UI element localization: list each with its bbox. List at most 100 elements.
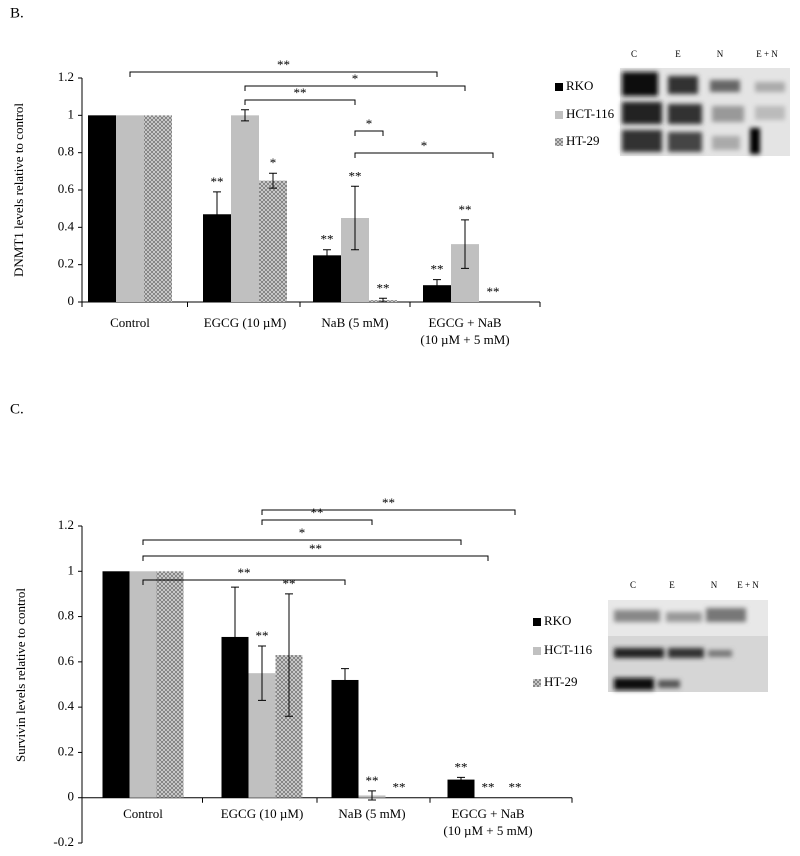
y-tick-label: 1	[68, 562, 75, 577]
significance-bracket	[244, 85, 466, 91]
bar	[447, 779, 475, 798]
lane-label: N	[717, 49, 724, 59]
significance-label: **	[487, 284, 500, 299]
bar	[144, 115, 172, 302]
significance-label: **	[256, 628, 269, 643]
x-tick-label: EGCG (10 µM)	[204, 315, 287, 330]
significance-label: **	[309, 541, 322, 556]
significance-label: **	[382, 495, 395, 510]
lane-label: E + N	[737, 580, 759, 590]
lane-label: E	[675, 49, 681, 59]
legend-label: HT-29	[544, 674, 577, 689]
x-tick-label-line: EGCG (10 µM)	[221, 806, 304, 821]
x-tick-label: Control	[110, 315, 150, 330]
x-tick-label: EGCG + NaB (10 µM + 5 mM)	[420, 315, 509, 347]
error-bar	[323, 249, 331, 262]
legend-swatch	[533, 679, 541, 687]
lane-label: E + N	[756, 49, 778, 59]
blot-image	[620, 68, 790, 156]
lane-label: E	[669, 580, 675, 590]
significance-label: **	[311, 505, 324, 520]
y-tick-label: 0.4	[58, 698, 75, 713]
x-tick-label-line: EGCG + NaB	[428, 315, 501, 330]
y-tick-label: 0.4	[58, 218, 75, 233]
error-bar	[213, 191, 221, 238]
legend-label: RKO	[566, 78, 593, 93]
significance-label: **	[211, 174, 224, 189]
significance-label: **	[455, 759, 468, 774]
y-tick-label: 1.2	[58, 69, 74, 84]
x-tick-label-line: (10 µM + 5 mM)	[420, 332, 509, 347]
bar	[116, 115, 144, 302]
significance-label: **	[238, 565, 251, 580]
y-tick-label: 0.2	[58, 256, 74, 271]
panel-label: C.	[10, 401, 24, 417]
significance-label: **	[509, 780, 522, 795]
significance-bracket	[354, 130, 384, 136]
lane-label: C	[631, 49, 637, 59]
y-tick-label: 0.8	[58, 144, 74, 159]
x-tick-label: EGCG + NaB (10 µM + 5 mM)	[443, 806, 532, 838]
significance-bracket	[261, 519, 373, 525]
significance-label: **	[482, 780, 495, 795]
x-tick-label-line: Control	[123, 806, 163, 821]
legend-swatch	[533, 618, 541, 626]
significance-bracket	[129, 71, 438, 77]
significance-label: *	[299, 525, 306, 540]
significance-label: **	[393, 780, 406, 795]
significance-label: *	[421, 138, 428, 153]
error-bar	[285, 593, 293, 717]
x-tick-label-line: (10 µM + 5 mM)	[443, 823, 532, 838]
error-bar	[457, 776, 465, 783]
significance-label: **	[294, 85, 307, 100]
error-bar	[241, 109, 249, 122]
bar	[129, 571, 157, 798]
legend-swatch	[555, 83, 563, 91]
significance-bracket	[354, 152, 494, 158]
y-tick-label: 0.6	[58, 181, 75, 196]
x-tick-label-line: EGCG + NaB	[451, 806, 524, 821]
significance-label: *	[270, 155, 277, 170]
legend-swatch	[555, 138, 563, 146]
significance-bracket	[261, 509, 516, 515]
y-tick-label: 0.6	[58, 653, 75, 668]
error-bar	[258, 645, 266, 701]
y-tick-label: 0	[68, 293, 75, 308]
legend-swatch	[555, 111, 563, 119]
y-tick-label: -0.2	[53, 834, 74, 849]
bar	[423, 285, 451, 302]
y-axis-label: Survivin levels relative to control	[13, 588, 28, 762]
legend-swatch	[533, 647, 541, 655]
significance-label: **	[377, 280, 390, 295]
significance-label: **	[349, 168, 362, 183]
error-bar	[269, 172, 277, 189]
significance-label: **	[321, 232, 334, 247]
blot-image	[608, 600, 768, 692]
error-bar	[379, 297, 387, 303]
x-tick-label-line: Control	[110, 315, 150, 330]
significance-label: **	[431, 262, 444, 277]
x-tick-label: NaB (5 mM)	[321, 315, 388, 330]
error-bar	[433, 279, 441, 292]
significance-bracket	[142, 539, 462, 545]
lane-label: N	[711, 580, 718, 590]
y-tick-label: 0.2	[58, 743, 74, 758]
error-bar	[341, 668, 349, 692]
significance-label: **	[277, 57, 290, 72]
bar	[102, 571, 130, 798]
significance-label: **	[366, 773, 379, 788]
legend-label: HT-29	[566, 133, 599, 148]
x-tick-label-line: NaB (5 mM)	[321, 315, 388, 330]
x-tick-label-line: EGCG (10 µM)	[204, 315, 287, 330]
legend-label: HCT-116	[544, 642, 593, 657]
significance-label: *	[366, 116, 373, 131]
x-tick-label: Control	[123, 806, 163, 821]
legend-label: HCT-116	[566, 106, 615, 121]
x-tick-label-line: NaB (5 mM)	[338, 806, 405, 821]
y-tick-label: 0.8	[58, 608, 74, 623]
legend-label: RKO	[544, 613, 571, 628]
y-tick-label: 1	[68, 106, 75, 121]
bar	[88, 115, 116, 302]
error-bar	[368, 790, 376, 801]
